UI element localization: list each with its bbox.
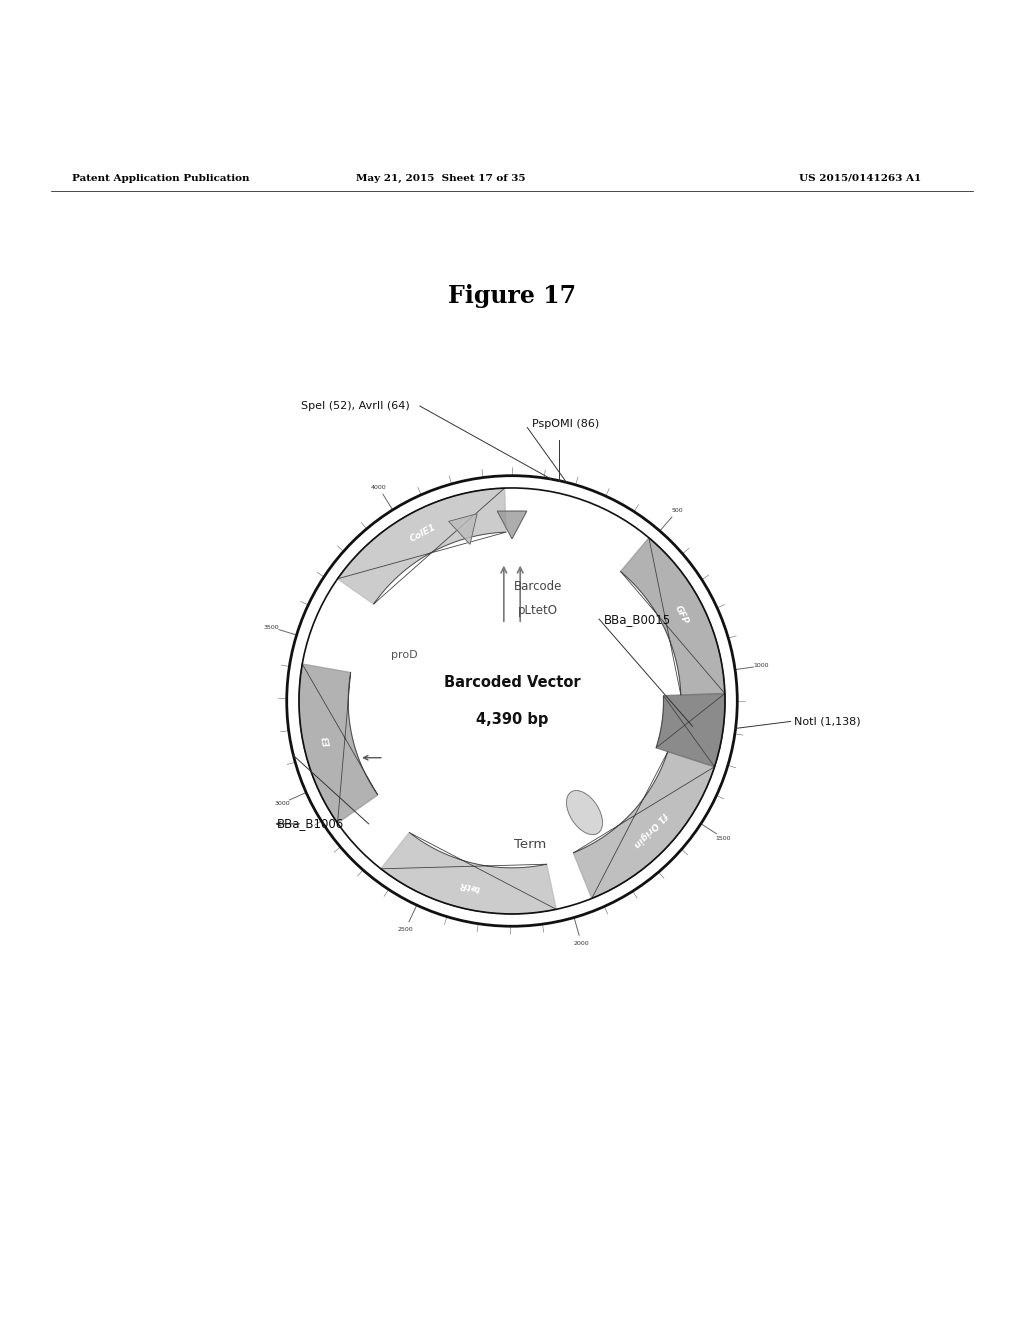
Text: 2500: 2500 (397, 927, 414, 932)
Text: E3: E3 (323, 734, 333, 746)
Text: 3000: 3000 (274, 801, 290, 807)
Text: GFP: GFP (673, 603, 690, 626)
Text: BBa_B0015: BBa_B0015 (604, 612, 672, 626)
Text: Term: Term (514, 838, 547, 851)
Text: pLtetO: pLtetO (517, 605, 558, 618)
Text: proD: proD (391, 649, 418, 660)
Polygon shape (573, 751, 715, 899)
Text: PspOMI (86): PspOMI (86) (532, 420, 600, 429)
Text: 2000: 2000 (573, 941, 589, 945)
Text: 3500: 3500 (263, 624, 279, 630)
Ellipse shape (566, 791, 602, 834)
Text: f1 Origin: f1 Origin (632, 810, 669, 849)
Polygon shape (498, 511, 526, 539)
Polygon shape (449, 513, 477, 544)
Text: Patent Application Publication: Patent Application Publication (72, 174, 249, 182)
Polygon shape (338, 488, 506, 605)
Text: 500: 500 (672, 508, 683, 513)
Text: tetR: tetR (458, 879, 481, 892)
Text: May 21, 2015  Sheet 17 of 35: May 21, 2015 Sheet 17 of 35 (355, 174, 525, 182)
Text: 4000: 4000 (371, 484, 386, 490)
Text: Figure 17: Figure 17 (447, 285, 577, 309)
Text: Barcode: Barcode (513, 579, 562, 593)
Text: 4,390 bp: 4,390 bp (476, 711, 548, 727)
Text: SpeI (52), AvrII (64): SpeI (52), AvrII (64) (301, 401, 410, 411)
Polygon shape (621, 537, 725, 696)
Text: 1000: 1000 (754, 664, 769, 668)
Text: NotI (1,138): NotI (1,138) (794, 717, 860, 726)
Polygon shape (381, 833, 556, 913)
Text: 1500: 1500 (716, 836, 731, 841)
Text: US 2015/0141263 A1: US 2015/0141263 A1 (799, 174, 921, 182)
Polygon shape (299, 664, 378, 824)
Text: ColE1: ColE1 (408, 523, 437, 544)
Text: Barcoded Vector: Barcoded Vector (443, 675, 581, 690)
Polygon shape (656, 693, 725, 767)
Text: BBa_B1006: BBa_B1006 (276, 817, 344, 830)
